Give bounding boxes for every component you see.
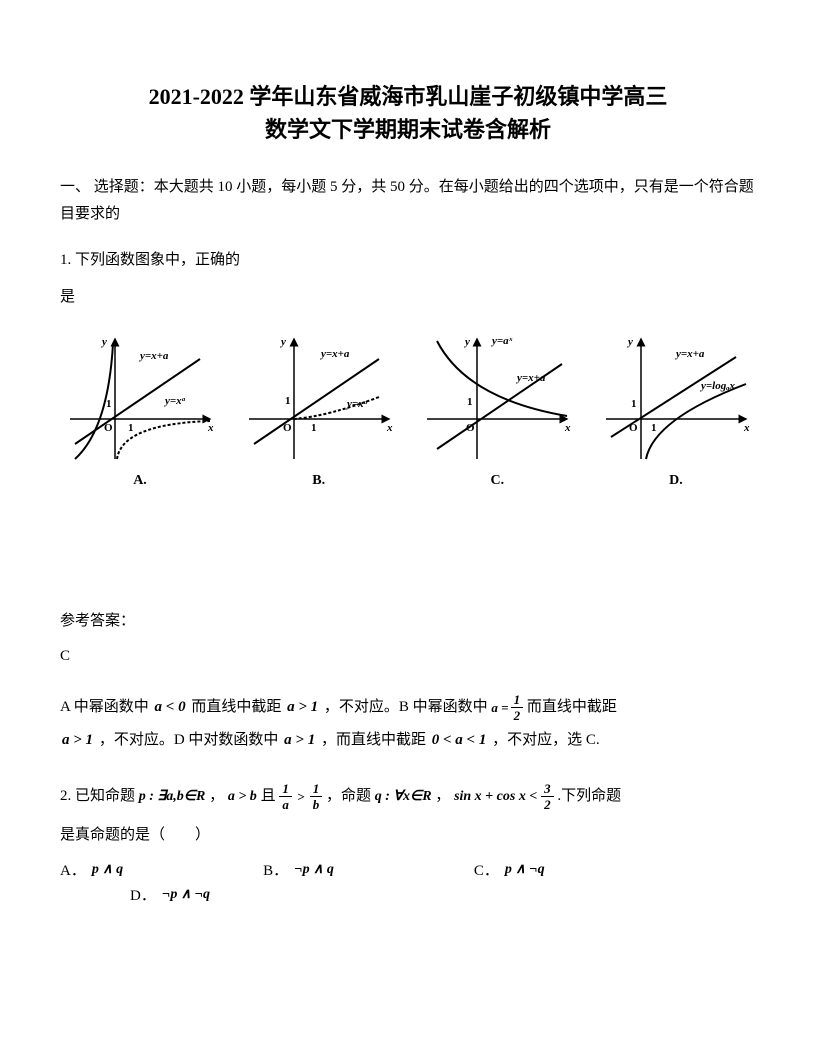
svg-text:y=aˣ: y=aˣ — [490, 335, 513, 347]
svg-text:x: x — [207, 422, 214, 434]
expl-t7: ，不对应，选 C. — [492, 732, 600, 748]
svg-text:y=xᵃ: y=xᵃ — [345, 398, 368, 410]
q1-stem-a: 1. 下列函数图象中，正确的 — [60, 246, 756, 275]
svg-text:1: 1 — [651, 422, 657, 434]
q2-frac-ineq: 1a > 1b — [279, 782, 322, 811]
q2-sincos: sin x + cos x < — [454, 789, 537, 804]
q2-p-def: p : ∃a,b∈R — [139, 789, 206, 804]
graph-a-label: A. — [60, 473, 220, 489]
opt-a-expr: p ∧ q — [92, 861, 123, 878]
svg-text:y=x+a: y=x+a — [138, 350, 169, 362]
q1-stem-b: 是 — [60, 283, 756, 312]
opt-b-label: B． — [263, 859, 288, 880]
q2-c3: ， — [435, 788, 450, 804]
q2-q-def: q : ∀x∈R — [375, 789, 432, 804]
svg-text:y=x+a: y=x+a — [674, 348, 705, 360]
expl-t6: ，而直线中截距 — [321, 732, 426, 748]
graph-b-svg: x y O 1 1 y=x+a y=xᵃ — [239, 329, 399, 469]
page-title: 2021-2022 学年山东省威海市乳山崖子初级镇中学高三 数学文下学期期末试卷… — [60, 80, 756, 146]
q2-option-d: D． ¬p ∧ ¬q — [130, 884, 756, 905]
expl-t3: ，不对应。B 中幂函数中 — [324, 699, 492, 715]
graph-c-svg: x y O 1 y=aˣ y=x+a — [417, 329, 577, 469]
graph-c-label: C. — [417, 473, 577, 489]
svg-text:1: 1 — [467, 396, 473, 408]
q2-stem-b: 是真命题的是（ ） — [60, 827, 210, 843]
svg-text:y=logₐx: y=logₐx — [699, 380, 735, 392]
q1-graphs-row: x y O 1 1 y=x+a y=xᵃ A. x y O 1 1 y=x+a … — [60, 329, 756, 489]
q2-c1: ， — [209, 788, 224, 804]
title-line-1: 2021-2022 学年山东省威海市乳山崖子初级镇中学高三 — [60, 80, 756, 113]
q2-three-half: 32 — [541, 782, 554, 811]
q2-ab: a > b — [228, 789, 257, 804]
graph-b-label: B. — [239, 473, 399, 489]
svg-text:1: 1 — [311, 422, 317, 434]
expl-f5: 0 < a < 1 — [430, 732, 489, 748]
expl-f1: a < 0 — [153, 699, 188, 715]
svg-text:1: 1 — [128, 422, 134, 434]
graph-b: x y O 1 1 y=x+a y=xᵃ B. — [239, 329, 399, 489]
expl-t2: 而直线中截距 — [191, 699, 281, 715]
svg-text:y: y — [463, 336, 470, 348]
expl-f3: a > 1 — [60, 732, 95, 748]
opt-a-label: A． — [60, 859, 86, 880]
svg-text:x: x — [386, 422, 393, 434]
svg-text:y=x+a: y=x+a — [319, 348, 350, 360]
q2-and: 且 — [261, 788, 276, 804]
q1-answer: C — [60, 648, 756, 665]
expl-t4: 而直线中截距 — [527, 699, 617, 715]
q2-option-c: C． p ∧ ¬q — [474, 859, 545, 880]
expl-t1: A 中幂函数中 — [60, 699, 149, 715]
q2-options-row: A． p ∧ q B． ¬p ∧ q C． p ∧ ¬q — [60, 859, 756, 880]
svg-text:x: x — [564, 422, 571, 434]
opt-d-label: D． — [130, 884, 156, 905]
svg-text:1: 1 — [285, 395, 291, 407]
graph-d: x y O 1 1 y=x+a y=logₐx D. — [596, 329, 756, 489]
q1-explanation: A 中幂函数中 a < 0 而直线中截距 a > 1 ，不对应。B 中幂函数中 … — [60, 691, 756, 757]
graph-c: x y O 1 y=aˣ y=x+a C. — [417, 329, 577, 489]
svg-text:y=x+a: y=x+a — [515, 372, 546, 384]
svg-text:y: y — [626, 336, 633, 348]
svg-text:y=xᵃ: y=xᵃ — [163, 395, 186, 407]
section-1-heading: 一、 选择题：本大题共 10 小题，每小题 5 分，共 50 分。在每小题给出的… — [60, 174, 756, 228]
expl-f4: a > 1 — [282, 732, 317, 748]
q2-option-b: B． ¬p ∧ q — [263, 859, 334, 880]
svg-text:1: 1 — [631, 398, 637, 410]
opt-b-expr: ¬p ∧ q — [294, 861, 334, 878]
q2-c2: ，命题 — [326, 788, 371, 804]
opt-c-label: C． — [474, 859, 499, 880]
expl-frac-half: a =12 — [491, 693, 523, 722]
expl-t5: ，不对应。D 中对数函数中 — [99, 732, 279, 748]
graph-d-svg: x y O 1 1 y=x+a y=logₐx — [596, 329, 756, 469]
svg-text:y: y — [100, 336, 107, 348]
svg-text:1: 1 — [106, 398, 112, 410]
expl-f2: a > 1 — [285, 699, 320, 715]
q2-t1: 2. 已知命题 — [60, 788, 135, 804]
graph-a: x y O 1 1 y=x+a y=xᵃ A. — [60, 329, 220, 489]
opt-d-expr: ¬p ∧ ¬q — [162, 886, 210, 903]
graph-a-svg: x y O 1 1 y=x+a y=xᵃ — [60, 329, 220, 469]
graph-d-label: D. — [596, 473, 756, 489]
q2-tail: .下列命题 — [557, 788, 621, 804]
title-line-2: 数学文下学期期末试卷含解析 — [60, 113, 756, 146]
q2-stem: 2. 已知命题 p : ∃a,b∈R ， a > b 且 1a > 1b ，命题… — [60, 777, 756, 855]
svg-text:y: y — [279, 336, 286, 348]
answer-key-label: 参考答案： — [60, 609, 756, 630]
opt-c-expr: p ∧ ¬q — [505, 861, 545, 878]
q2-option-a: A． p ∧ q — [60, 859, 123, 880]
svg-text:x: x — [743, 422, 750, 434]
